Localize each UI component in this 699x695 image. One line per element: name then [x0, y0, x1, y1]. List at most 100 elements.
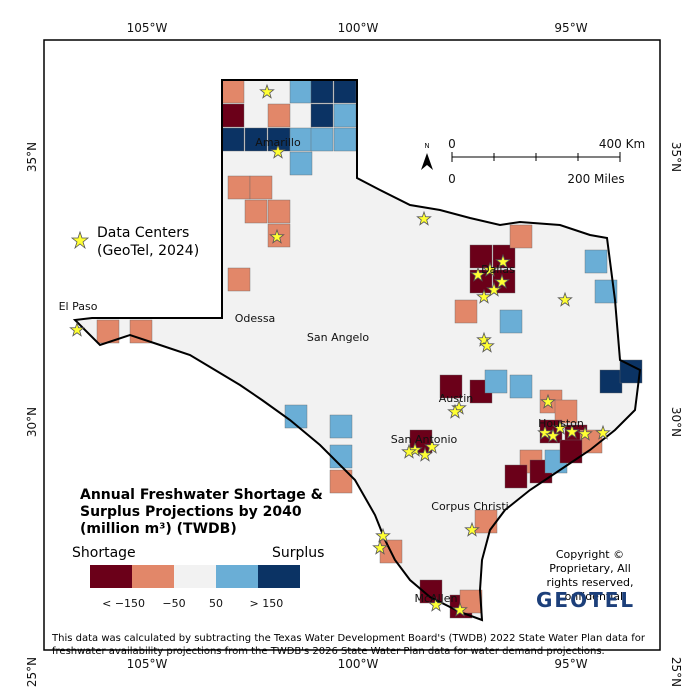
county [499, 309, 523, 334]
legend-swatch [132, 565, 174, 588]
scale-bar [451, 152, 621, 162]
data-center [486, 281, 502, 297]
city-label: San Antonio [391, 433, 458, 446]
lon-label: 100°W [338, 21, 379, 35]
legend-swatch [174, 565, 216, 588]
legend-star [70, 230, 90, 250]
legend-break: < −150 [102, 597, 145, 610]
city-label: McAllen [415, 592, 458, 605]
data-center [577, 425, 593, 441]
data-center [476, 331, 492, 347]
data-center [416, 210, 432, 226]
county [454, 299, 478, 324]
city-label: Amarillo [255, 136, 301, 149]
data-center [495, 253, 511, 269]
data-center [482, 261, 498, 277]
north-arrow [421, 153, 433, 170]
county [554, 399, 578, 424]
legend-right: Surplus [272, 545, 325, 561]
data-center [470, 266, 486, 282]
logo: GEOTEL [536, 588, 636, 612]
county [469, 244, 493, 269]
lon-label: 100°W [338, 657, 379, 671]
scale-label: 0 [448, 137, 456, 151]
data-center [372, 539, 388, 555]
county [329, 444, 353, 469]
county [249, 175, 273, 200]
data-center [259, 83, 275, 99]
data-center [476, 288, 492, 304]
county-base [75, 80, 640, 620]
lon-label: 105°W [127, 21, 168, 35]
county [329, 469, 353, 494]
scale-label: 0 [448, 172, 456, 186]
county [244, 127, 268, 152]
data-center [452, 601, 468, 617]
copyright: Copyright © Proprietary, All rights rese… [546, 548, 634, 603]
data-center [401, 443, 417, 459]
county [484, 369, 508, 394]
lat-label: 25°N [669, 657, 683, 687]
county [333, 103, 357, 128]
data-center [494, 273, 510, 289]
county [504, 464, 528, 489]
county [619, 359, 643, 384]
data-center [424, 438, 440, 454]
county [599, 369, 623, 394]
texas-outline [72, 79, 642, 622]
data-center [69, 321, 85, 337]
data-center [464, 521, 480, 537]
city-label: Houston [538, 417, 584, 430]
data-center [417, 446, 433, 462]
city-label: Odessa [235, 312, 276, 325]
lat-label: 35°N [669, 142, 683, 172]
data-center [540, 393, 556, 409]
data-center [428, 596, 444, 612]
data-center [537, 424, 553, 440]
legend-break: > 150 [250, 597, 284, 610]
map-title: Annual Freshwater Shortage & Surplus Pro… [80, 487, 323, 537]
county [289, 151, 313, 176]
county [221, 127, 245, 152]
city-label: Corpus Christi [431, 500, 508, 513]
lon-label: 95°W [554, 21, 587, 35]
legend-swatch [216, 565, 258, 588]
county [289, 79, 313, 104]
footnote: This data was calculated by subtracting … [52, 633, 645, 657]
legend-swatch [90, 565, 132, 588]
scale-label: 400 Km [599, 137, 645, 151]
north-label: N [424, 142, 429, 150]
county [267, 199, 291, 224]
county [227, 175, 251, 200]
county [227, 267, 251, 292]
city-label: Austin [439, 392, 474, 405]
county [474, 509, 498, 534]
county [310, 127, 334, 152]
lat-label: 25°N [25, 657, 39, 687]
data-center [375, 527, 391, 543]
data-center [269, 228, 285, 244]
county [594, 279, 618, 304]
county [333, 127, 357, 152]
county [221, 79, 245, 104]
city-label: El Paso [59, 300, 98, 313]
data-centers-legend: Data Centers (GeoTel, 2024) [97, 225, 200, 259]
legend-swatch [258, 565, 300, 588]
lon-label: 105°W [127, 657, 168, 671]
city-label: San Angelo [307, 331, 369, 344]
data-center [447, 403, 463, 419]
lat-label: 35°N [25, 142, 39, 172]
data-center [479, 337, 495, 353]
county [244, 199, 268, 224]
data-center [595, 424, 611, 440]
legend-break: 50 [209, 597, 223, 610]
county [459, 589, 483, 614]
county [439, 374, 463, 399]
county [267, 103, 291, 128]
city-label: Dallas [481, 263, 515, 276]
lon-label: 95°W [554, 657, 587, 671]
county [310, 79, 334, 104]
